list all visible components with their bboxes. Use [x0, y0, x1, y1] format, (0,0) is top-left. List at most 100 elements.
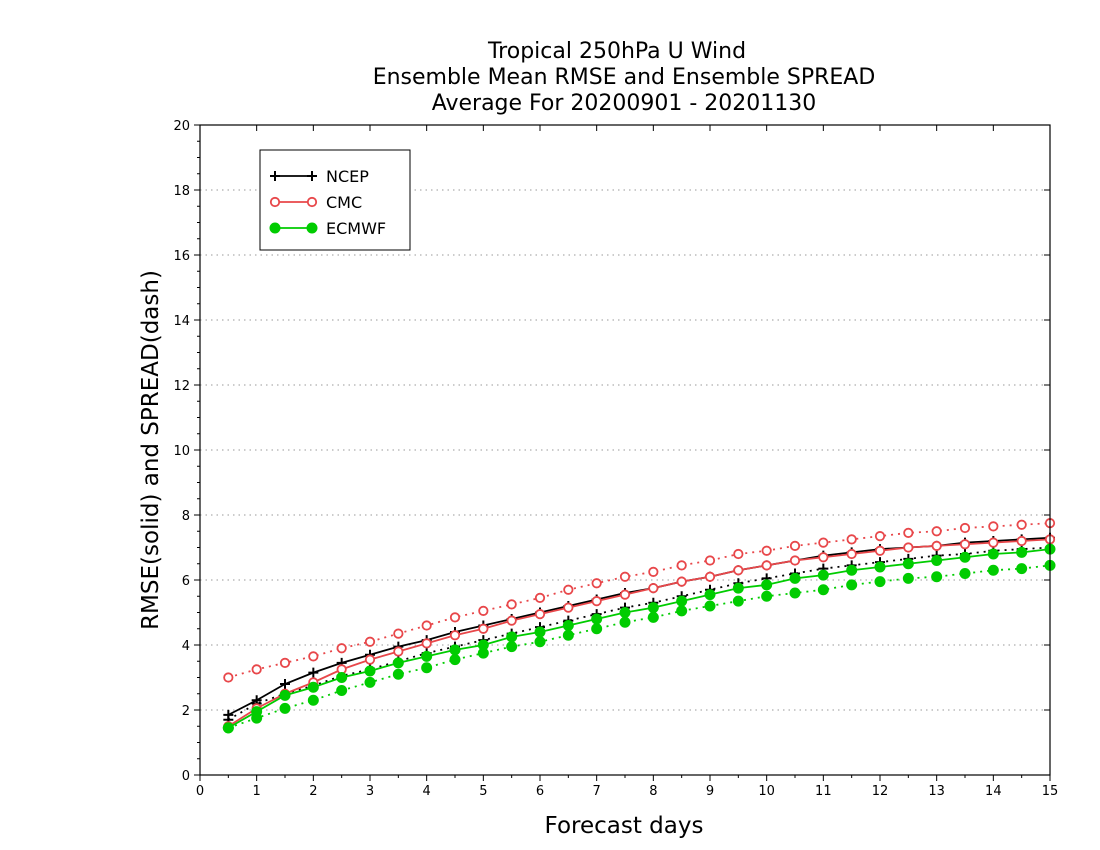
- cmc-rmse-point: [818, 552, 829, 563]
- x-tick-label: 5: [479, 784, 487, 799]
- ecmwf-rmse-point: [902, 558, 914, 570]
- cmc-rmse-point: [534, 609, 546, 620]
- ecmwf-rmse-point: [704, 589, 716, 601]
- x-tick-label: 11: [815, 784, 832, 799]
- cmc-spread-point: [846, 534, 857, 545]
- cmc-rmse-point: [364, 654, 376, 665]
- ncep-spread-line: [227, 546, 1051, 721]
- ecmwf-rmse-line: [227, 548, 1051, 729]
- cmc-spread-point: [223, 672, 234, 683]
- ecmwf-spread-point: [307, 694, 319, 706]
- ecmwf-rmse-point: [817, 569, 829, 581]
- cmc-spread-point: [279, 657, 291, 668]
- cmc-rmse-point: [619, 589, 631, 600]
- ncep-rmse-point: [308, 667, 319, 678]
- ecmwf-spread-point: [732, 595, 744, 607]
- cmc-rmse-point: [449, 630, 461, 641]
- cmc-spread-point: [959, 522, 971, 534]
- title-line-3: Average For 20200901 - 20201130: [432, 91, 817, 116]
- cmc-spread-point: [789, 540, 801, 551]
- ecmwf-spread-point: [449, 654, 461, 666]
- x-tick-label: 3: [366, 784, 374, 799]
- legend-label-ncep: NCEP: [326, 167, 369, 186]
- ecmwf-spread-point: [846, 579, 858, 591]
- cmc-rmse-point: [931, 540, 942, 551]
- ecmwf-spread-point: [421, 662, 433, 674]
- title-line-1: Tropical 250hPa U Wind: [487, 39, 746, 64]
- ecmwf-rmse-point: [959, 551, 971, 563]
- ecmwf-rmse-point: [364, 665, 376, 677]
- cmc-rmse-point: [959, 539, 971, 550]
- x-tick-label: 15: [1042, 784, 1059, 799]
- cmc-spread-point: [393, 628, 404, 639]
- ecmwf-spread-point: [279, 702, 291, 714]
- legend-marker-ncep: [270, 171, 280, 181]
- ecmwf-spread-point: [364, 676, 376, 688]
- x-tick-label: 10: [758, 784, 775, 799]
- cmc-spread-point: [704, 555, 716, 566]
- y-tick-label: 0: [182, 769, 190, 784]
- title-line-2: Ensemble Mean RMSE and Ensemble SPREAD: [373, 65, 876, 90]
- ecmwf-spread-point: [619, 616, 631, 628]
- cmc-spread-point: [761, 545, 772, 556]
- ncep-rmse-point: [280, 679, 290, 689]
- ecmwf-spread-point: [761, 590, 773, 602]
- x-tick-label: 14: [985, 784, 1002, 799]
- ecmwf-rmse-point: [251, 706, 263, 718]
- x-tick-label: 1: [253, 784, 261, 799]
- legend: NCEP CMC ECMWF: [259, 149, 411, 251]
- cmc-rmse-point: [789, 555, 801, 566]
- cmc-spread-point: [421, 620, 432, 631]
- ecmwf-rmse-point: [732, 582, 744, 594]
- ecmwf-rmse-point: [449, 644, 461, 656]
- ecmwf-spread-point: [562, 629, 574, 641]
- cmc-spread-point: [563, 584, 574, 595]
- cmc-rmse-point: [478, 623, 489, 634]
- ecmwf-rmse-point: [676, 595, 688, 607]
- cmc-spread-point: [1016, 519, 1027, 530]
- ecmwf-spread-point: [506, 641, 518, 653]
- ecmwf-rmse-point: [562, 620, 574, 631]
- ecmwf-rmse-point: [987, 548, 999, 560]
- ecmwf-spread-point: [336, 685, 348, 696]
- x-tick-label: 2: [309, 784, 317, 799]
- cmc-spread-point: [931, 526, 942, 537]
- x-tick-label: 8: [649, 784, 657, 799]
- ecmwf-rmse-point: [1016, 546, 1028, 558]
- ecmwf-spread-point: [902, 572, 914, 584]
- cmc-spread-point: [988, 521, 999, 532]
- y-tick-label: 2: [182, 704, 190, 719]
- cmc-rmse-point: [563, 602, 574, 613]
- cmc-spread-point: [336, 643, 347, 654]
- ecmwf-spread-point: [647, 611, 659, 623]
- ecmwf-rmse-point: [846, 564, 858, 576]
- cmc-rmse-point: [704, 571, 716, 582]
- cmc-spread-point: [534, 592, 546, 603]
- x-tick-label: 0: [196, 784, 204, 799]
- ecmwf-rmse-point: [222, 722, 234, 734]
- ncep-rmse-point: [223, 709, 234, 720]
- ecmwf-spread-point: [817, 584, 829, 596]
- legend-label-ecmwf: ECMWF: [326, 219, 386, 238]
- y-tick-label: 10: [173, 444, 190, 459]
- chart-title: Tropical 250hPa U Wind Ensemble Mean RMS…: [373, 39, 876, 116]
- x-tick-label: 9: [706, 784, 714, 799]
- x-tick-label: 4: [423, 784, 431, 799]
- ecmwf-rmse-point: [279, 689, 291, 701]
- cmc-rmse-point: [988, 537, 999, 548]
- cmc-rmse-point: [421, 638, 432, 649]
- cmc-spread-point: [591, 578, 602, 589]
- ecmwf-spread-point: [874, 576, 886, 588]
- x-axis-label: Forecast days: [545, 813, 704, 839]
- cmc-spread-point: [478, 605, 489, 616]
- series-layer: [222, 518, 1056, 734]
- ecmwf-spread-point: [676, 605, 688, 617]
- cmc-rmse-point: [1016, 535, 1027, 547]
- y-axis-label: RMSE(solid) and SPREAD(dash): [138, 270, 164, 630]
- cmc-rmse-point: [393, 646, 404, 657]
- legend-marker-ncep: [307, 171, 317, 181]
- cmc-rmse-point: [903, 542, 914, 553]
- ecmwf-spread-point: [987, 564, 999, 576]
